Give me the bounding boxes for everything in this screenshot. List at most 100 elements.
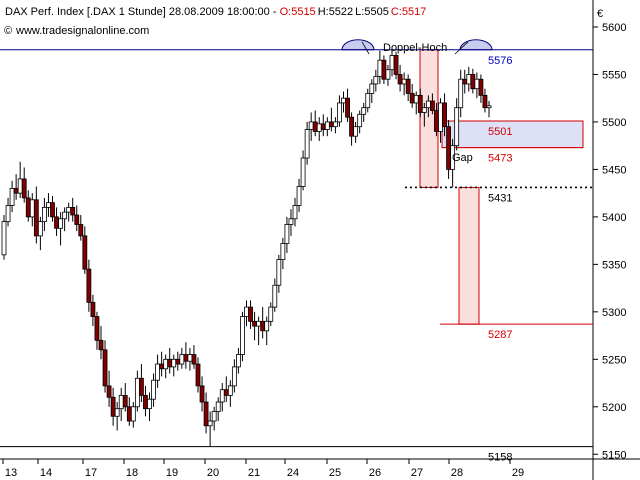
candle-body [430, 100, 435, 111]
x-tick-label: 21 [248, 467, 260, 479]
candle-body [122, 394, 128, 408]
candle-body [215, 401, 221, 412]
candle-body [163, 358, 169, 370]
candle-body [244, 306, 249, 317]
candle-body [54, 216, 59, 229]
level-lines: 5576 5501 5473 5431 5287 5158 [0, 49, 593, 464]
candle-body [474, 78, 480, 90]
candle-body [377, 59, 383, 77]
candle-body [417, 94, 423, 113]
candle-body [5, 205, 11, 223]
candle-body [446, 126, 451, 170]
x-tick-label: 14 [40, 467, 52, 479]
close-value: 5517 [402, 6, 426, 18]
pattern-label: Doppel-Hoch [383, 42, 447, 54]
low-value: 5505 [364, 6, 388, 18]
candle-body [106, 385, 112, 398]
candle-body [231, 366, 237, 387]
double-top-left-marker [341, 39, 375, 51]
candle-body [29, 199, 35, 218]
candle-body [333, 121, 338, 128]
y-tick-label: 5250 [602, 354, 626, 366]
candle-body [114, 408, 120, 417]
x-tick-label: 18 [126, 467, 138, 479]
candle-body [62, 211, 68, 220]
candle-body [466, 74, 472, 85]
candle-body [25, 197, 31, 218]
x-tick-label: 29 [512, 467, 524, 479]
candle-body [357, 113, 363, 128]
candle-body [328, 121, 334, 128]
y-tick-label: 5400 [602, 212, 626, 224]
candle-body [211, 411, 217, 422]
y-tick-label: 5600 [602, 22, 626, 34]
candle-body [450, 145, 456, 170]
candle-body [195, 363, 201, 387]
candle-body [268, 306, 274, 322]
candle-body [21, 178, 27, 199]
candle-body [276, 259, 282, 286]
level-label-5576: 5576 [488, 55, 512, 67]
source-text: www.tradesignalonline.com [15, 25, 149, 37]
candle-body [167, 358, 173, 368]
candle-body [454, 107, 460, 147]
y-tick-label: 5200 [602, 402, 626, 414]
gap-zone-outline [441, 120, 584, 149]
candle-body [345, 97, 350, 118]
candle-body [110, 396, 116, 417]
candle-body [207, 420, 213, 427]
close-label: C: [391, 6, 402, 18]
x-tick-label: 25 [329, 467, 341, 479]
high-value: 5522 [329, 6, 353, 18]
x-tick-label: 19 [166, 467, 178, 479]
y-tick-label: 5300 [602, 307, 626, 319]
candle-body [147, 398, 152, 410]
candle-body [33, 199, 39, 237]
candle-body [74, 214, 80, 225]
candle-body [264, 320, 270, 332]
candle-body [397, 74, 403, 85]
candle-body [179, 354, 185, 365]
candle-body [405, 78, 411, 94]
gap-zone [442, 120, 583, 148]
candle-body [223, 389, 229, 396]
candle-body [320, 123, 326, 130]
candle-body [438, 102, 443, 132]
x-tick-label: 20 [207, 467, 219, 479]
candle-body [296, 186, 302, 206]
candle-body [175, 358, 181, 365]
level-label-5287: 5287 [488, 329, 512, 341]
candle-body [86, 268, 92, 303]
candle-body [260, 320, 266, 332]
candle-body [17, 178, 23, 194]
x-tick-label: 28 [451, 467, 463, 479]
y-tick-label: 5550 [602, 69, 626, 81]
x-tick-label: 17 [85, 467, 97, 479]
copyright-icon: © [4, 25, 12, 37]
candle-body [486, 105, 492, 109]
currency-symbol: € [597, 8, 603, 20]
candle-body [316, 123, 322, 132]
annotation-zones [341, 39, 583, 325]
candle-body [183, 354, 189, 362]
candle-body [139, 377, 144, 396]
candle-body [272, 284, 278, 308]
y-tick-label: 5450 [602, 164, 626, 176]
candle-body [300, 157, 306, 187]
open-label: O: [280, 6, 292, 18]
candle-body [413, 94, 419, 104]
y-axis: 5150 5200 5250 5300 5350 5400 5450 5500 5550 5600 [593, 22, 626, 461]
candle-body [187, 354, 193, 362]
candle-body [369, 83, 375, 94]
candle-body [1, 221, 7, 256]
candle-body [361, 107, 367, 115]
low-label: L: [355, 6, 364, 18]
candle-body [42, 206, 47, 223]
level-label-5473: 5473 [488, 153, 512, 165]
candle-body [248, 306, 253, 322]
candle-body [341, 97, 346, 104]
candle-body [90, 301, 96, 317]
candle-body [373, 75, 379, 85]
candle-body [134, 377, 140, 408]
